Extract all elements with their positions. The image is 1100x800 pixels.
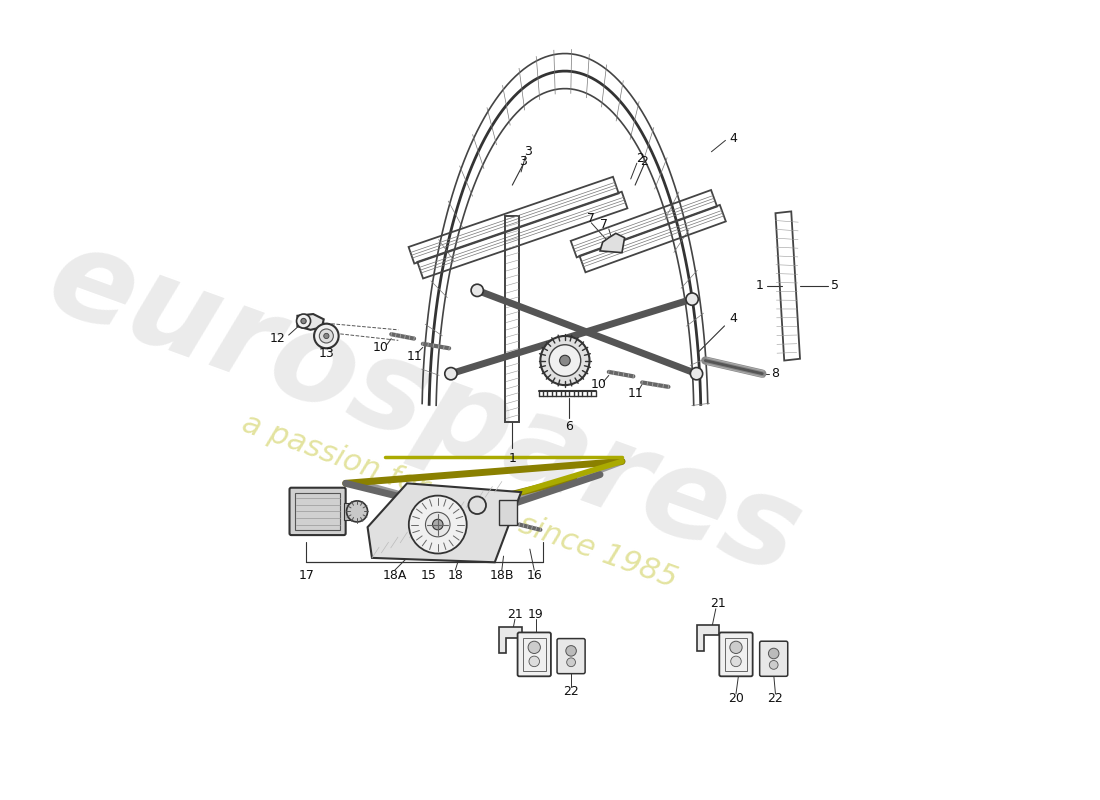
Text: 4: 4 (729, 132, 737, 145)
Text: 17: 17 (298, 569, 315, 582)
Text: 18: 18 (448, 569, 463, 582)
Text: 12: 12 (270, 332, 285, 345)
Polygon shape (600, 234, 625, 253)
FancyBboxPatch shape (719, 633, 752, 676)
FancyBboxPatch shape (289, 488, 345, 535)
Text: 5: 5 (832, 279, 839, 293)
Circle shape (729, 642, 743, 654)
Text: 10: 10 (373, 341, 388, 354)
Bar (499, 500, 517, 525)
Circle shape (560, 355, 570, 366)
Text: 10: 10 (591, 378, 606, 390)
FancyBboxPatch shape (557, 638, 585, 674)
Text: 22: 22 (768, 692, 783, 705)
Text: 2: 2 (637, 152, 645, 166)
Text: 1: 1 (756, 279, 763, 293)
Text: 13: 13 (319, 347, 334, 360)
Text: 2: 2 (640, 155, 648, 168)
Text: 6: 6 (565, 420, 573, 433)
Bar (295, 493, 340, 530)
Circle shape (691, 367, 703, 380)
Text: 4: 4 (729, 312, 737, 326)
Text: 21: 21 (507, 609, 522, 622)
Text: 16: 16 (527, 569, 542, 582)
Polygon shape (696, 625, 719, 651)
FancyBboxPatch shape (760, 642, 788, 676)
Circle shape (769, 648, 779, 658)
Circle shape (323, 334, 329, 338)
Text: 3: 3 (519, 155, 527, 168)
Text: 11: 11 (406, 350, 422, 362)
FancyBboxPatch shape (518, 633, 551, 676)
Text: 22: 22 (563, 685, 579, 698)
Text: a passion for parts since 1985: a passion for parts since 1985 (238, 409, 681, 594)
Circle shape (686, 293, 698, 306)
Text: 7: 7 (587, 212, 595, 225)
Bar (344, 502, 353, 520)
Circle shape (297, 314, 310, 328)
Text: 3: 3 (525, 146, 532, 158)
Circle shape (409, 496, 466, 554)
Circle shape (315, 324, 339, 348)
Circle shape (469, 497, 486, 514)
Text: eurospares: eurospares (33, 217, 816, 601)
Bar (522, 638, 546, 671)
Text: 15: 15 (421, 569, 437, 582)
Text: 19: 19 (528, 609, 543, 622)
Circle shape (432, 519, 443, 530)
Polygon shape (297, 314, 323, 330)
Polygon shape (499, 627, 522, 654)
Circle shape (566, 658, 575, 666)
Text: 8: 8 (771, 367, 780, 380)
Circle shape (301, 318, 306, 324)
Circle shape (565, 646, 576, 656)
Circle shape (549, 345, 581, 376)
Text: 11: 11 (627, 387, 644, 400)
Text: 18B: 18B (490, 569, 514, 582)
Bar (505, 216, 519, 422)
Circle shape (529, 656, 539, 666)
Text: 1: 1 (508, 452, 516, 466)
Circle shape (540, 336, 590, 385)
Bar (725, 638, 747, 671)
Polygon shape (367, 483, 521, 562)
Text: 7: 7 (601, 218, 608, 231)
Circle shape (346, 501, 367, 522)
Circle shape (319, 329, 333, 343)
Circle shape (471, 284, 483, 297)
Text: 20: 20 (728, 692, 744, 705)
Circle shape (426, 512, 450, 537)
Circle shape (730, 656, 741, 666)
Text: 21: 21 (711, 597, 726, 610)
Circle shape (444, 367, 458, 380)
Text: 18A: 18A (383, 569, 407, 582)
Circle shape (769, 661, 778, 670)
Circle shape (528, 642, 540, 654)
